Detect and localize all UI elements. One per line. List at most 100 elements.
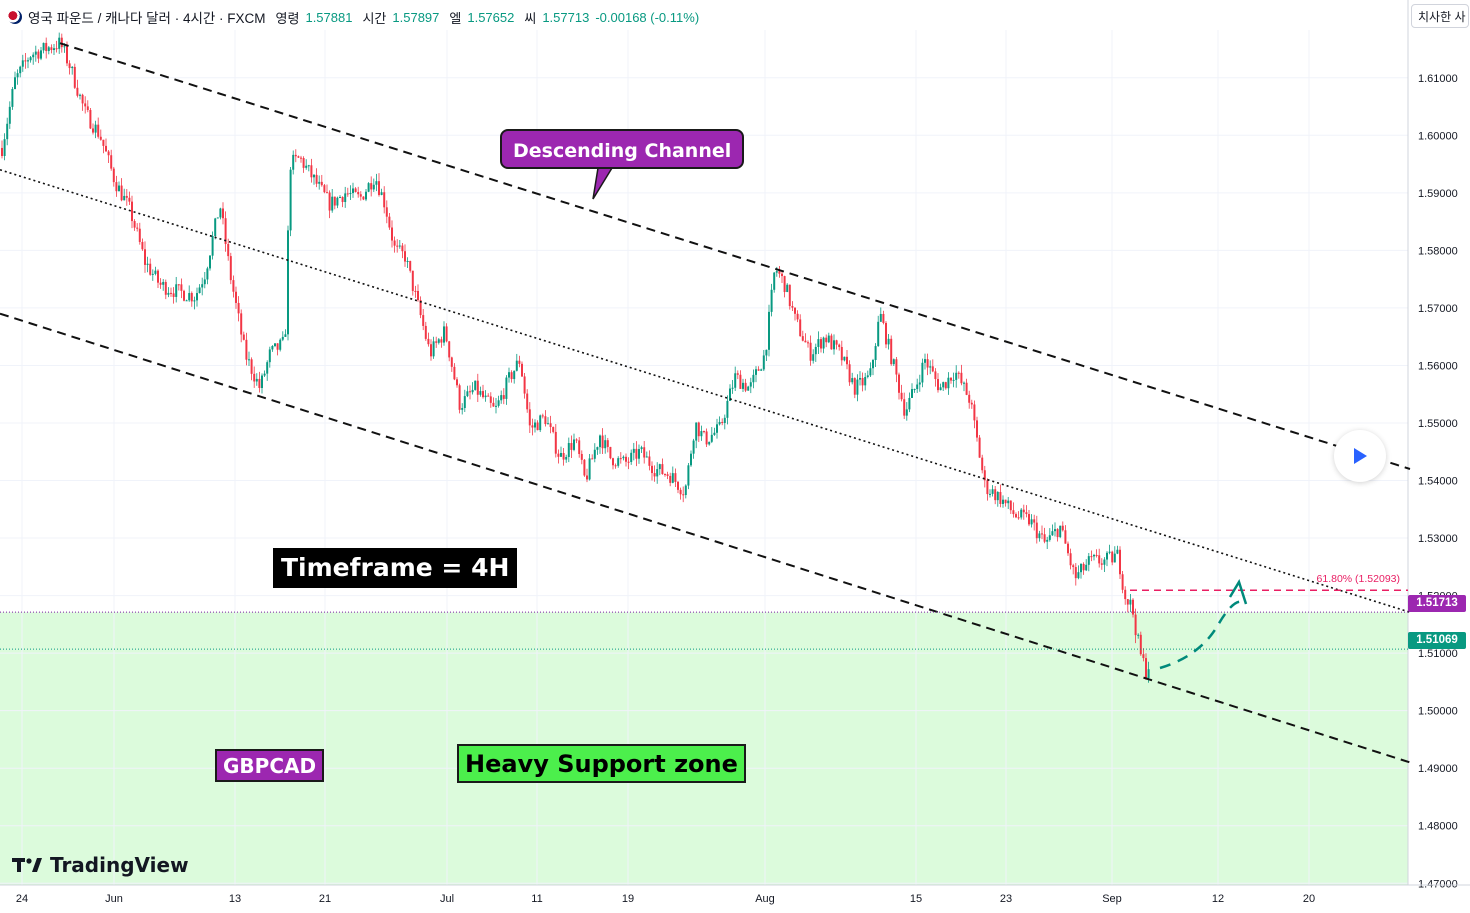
candle-body [684,485,687,496]
candle-body [216,217,219,219]
timeframe-label[interactable]: Timeframe = 4H [273,548,518,588]
candle-body [427,338,430,345]
x-tick-label: 13 [229,893,241,905]
candle-body [206,268,209,280]
candle-body [1022,509,1025,513]
candle-body [32,54,35,58]
symbol-header: 영국 파운드 / 캐나다 달러 · 4시간 · FXCM 영령 1.57881 시… [8,6,699,28]
candle-body [391,227,393,241]
candle-body [1,147,3,157]
symbol-title[interactable]: 영국 파운드 / 캐나다 달러 · 4시간 · FXCM [28,11,266,26]
candle-body [513,370,516,380]
candle-body [133,221,136,228]
candle-body [666,474,669,476]
candle-body [19,66,22,74]
candle-body [336,197,339,206]
candle-body [1033,519,1036,523]
candle-body [1147,669,1150,678]
candle-body [370,183,373,190]
candle-body [786,284,789,293]
candle-body [674,473,677,482]
candle-body [614,465,617,467]
candle-body [1085,564,1088,571]
open-value: 1.57881 [305,9,353,25]
candle-body [1041,533,1043,535]
candle-body [822,337,825,349]
candle-body [599,435,601,448]
candle-body [682,494,685,496]
tradingview-logo[interactable]: TradingView [12,853,189,877]
candle-body [1074,567,1077,579]
candle-body [378,181,380,195]
candle-body [60,37,63,48]
high-value: 1.57897 [392,9,440,25]
candle-body [632,448,635,453]
x-tick-label: Jul [440,893,454,905]
candle-body [653,473,656,477]
candle-body [562,453,565,460]
candle-body [3,139,6,157]
descending-channel-callout[interactable]: Descending Channel [500,129,745,169]
candle-body [50,47,53,51]
current-price-tag: 1.51713 [1408,595,1466,612]
replay-play-button[interactable] [1334,430,1386,482]
candle-body [593,449,596,459]
candle-body [671,473,674,483]
candle-body [528,409,531,426]
candle-body [567,443,570,458]
candle-body [105,145,107,152]
compare-button[interactable]: 치사한 사 [1411,4,1469,28]
symbol-label[interactable]: GBPCAD [215,749,325,782]
y-tick-label: 1.56000 [1418,360,1458,372]
candle-body [149,263,152,275]
candle-body [281,336,284,340]
candle-body [79,94,81,96]
candle-body [575,439,578,441]
candle-body [635,448,638,459]
candle-body [814,346,817,355]
candle-body [560,453,562,457]
support-zone-label[interactable]: Heavy Support zone [457,744,746,783]
candle-body [81,94,84,104]
candle-body [242,334,245,340]
candle-body [505,377,508,399]
candle-body [414,290,417,292]
candle-body [942,382,945,388]
candle-body [352,188,354,194]
candle-body [812,354,815,361]
candle-body [8,106,11,124]
candle-body [482,391,484,398]
candle-body [658,464,661,470]
candle-body [586,475,588,480]
candle-body [55,48,58,50]
candle-body [248,359,250,361]
candle-body [359,194,362,197]
candle-body [721,421,724,423]
candle-body [830,335,833,350]
x-tick-label: Aug [755,893,775,905]
candle-body [762,355,765,370]
candle-body [315,174,318,184]
candle-body [601,435,604,449]
candle-body [318,181,321,184]
x-tick-label: Jun [105,893,123,905]
candle-body [409,261,412,271]
candle-body [879,313,882,322]
candle-body [531,425,534,428]
candle-body [1015,514,1017,518]
candle-body [937,379,939,391]
candle-body [898,374,900,393]
candle-body [1126,599,1129,605]
candle-body [770,289,773,312]
candle-body [760,369,763,371]
candle-body [1048,535,1051,540]
candle-body [268,349,271,363]
candle-body [747,386,750,391]
candle-body [469,391,471,393]
candle-body [739,374,742,389]
candle-body [437,339,440,343]
candle-body [744,382,747,391]
candle-body [1054,529,1056,532]
candle-body [700,431,703,437]
candle-body [908,397,911,410]
